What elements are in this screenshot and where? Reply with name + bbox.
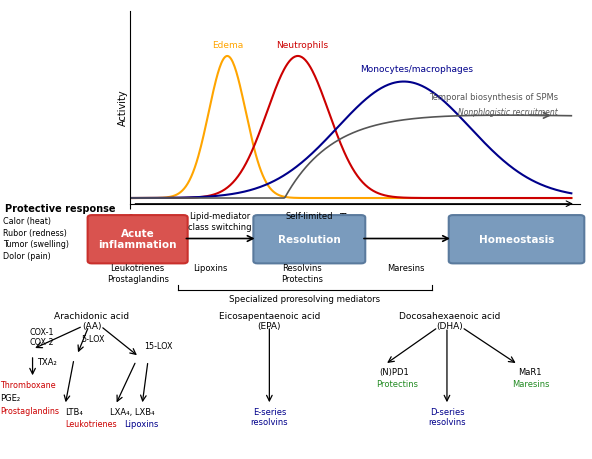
Text: Lipid-mediator
class switching: Lipid-mediator class switching xyxy=(188,212,252,231)
Text: Temporal biosynthesis of SPMs: Temporal biosynthesis of SPMs xyxy=(429,93,558,102)
Text: 15-LOX: 15-LOX xyxy=(144,341,172,350)
Text: 5-LOX: 5-LOX xyxy=(82,334,105,343)
Text: Homeostasis: Homeostasis xyxy=(479,234,554,244)
Text: Thromboxane: Thromboxane xyxy=(0,380,56,389)
Text: Neutrophils: Neutrophils xyxy=(276,41,329,50)
Text: Protective response: Protective response xyxy=(5,204,115,214)
Text: Edema: Edema xyxy=(212,41,243,50)
FancyBboxPatch shape xyxy=(88,216,188,264)
Text: Nonphlogistic recruitment: Nonphlogistic recruitment xyxy=(458,107,558,117)
Text: TXA₂: TXA₂ xyxy=(37,358,57,366)
Text: LXA₄, LXB₄: LXA₄, LXB₄ xyxy=(110,407,154,416)
Text: Resolvins
Protectins: Resolvins Protectins xyxy=(281,264,323,284)
Text: E-series
resolvins: E-series resolvins xyxy=(250,407,288,426)
Text: Eicosapentaenoic acid
(EPA): Eicosapentaenoic acid (EPA) xyxy=(218,311,320,330)
Text: LTB₄: LTB₄ xyxy=(65,407,83,416)
FancyBboxPatch shape xyxy=(449,216,584,264)
Text: Leukotrienes
Prostaglandins: Leukotrienes Prostaglandins xyxy=(107,264,169,284)
Text: Docosahexaenoic acid
(DHA): Docosahexaenoic acid (DHA) xyxy=(399,311,501,330)
Text: Resolution: Resolution xyxy=(278,234,340,244)
Text: Prostaglandins: Prostaglandins xyxy=(0,406,59,415)
Text: Lipoxins: Lipoxins xyxy=(124,420,159,428)
Text: Maresins: Maresins xyxy=(387,264,424,273)
Text: Leukotrienes: Leukotrienes xyxy=(65,420,117,428)
FancyBboxPatch shape xyxy=(253,216,365,264)
Text: Specialized proresolving mediators: Specialized proresolving mediators xyxy=(229,295,381,304)
Text: D-series
resolvins: D-series resolvins xyxy=(428,407,466,426)
Text: Acute
inflammation: Acute inflammation xyxy=(98,228,177,250)
Text: Self-limited: Self-limited xyxy=(285,212,333,221)
Text: COX-1
COX-2: COX-1 COX-2 xyxy=(30,327,54,347)
Text: Calor (heat)
Rubor (redness)
Tumor (swelling)
Dolor (pain): Calor (heat) Rubor (redness) Tumor (swel… xyxy=(3,216,69,261)
Text: (N)PD1: (N)PD1 xyxy=(379,367,408,376)
Text: Time: Time xyxy=(339,213,363,223)
Text: MaR1: MaR1 xyxy=(518,367,542,376)
Text: Monocytes/macrophages: Monocytes/macrophages xyxy=(361,65,474,74)
Text: Lipoxins: Lipoxins xyxy=(193,264,227,273)
Text: Maresins: Maresins xyxy=(512,380,549,388)
Y-axis label: Activity: Activity xyxy=(117,90,127,126)
Text: Arachidonic acid
(AA): Arachidonic acid (AA) xyxy=(54,311,129,330)
Text: Protectins: Protectins xyxy=(376,380,418,388)
Text: PGE₂: PGE₂ xyxy=(0,393,20,402)
